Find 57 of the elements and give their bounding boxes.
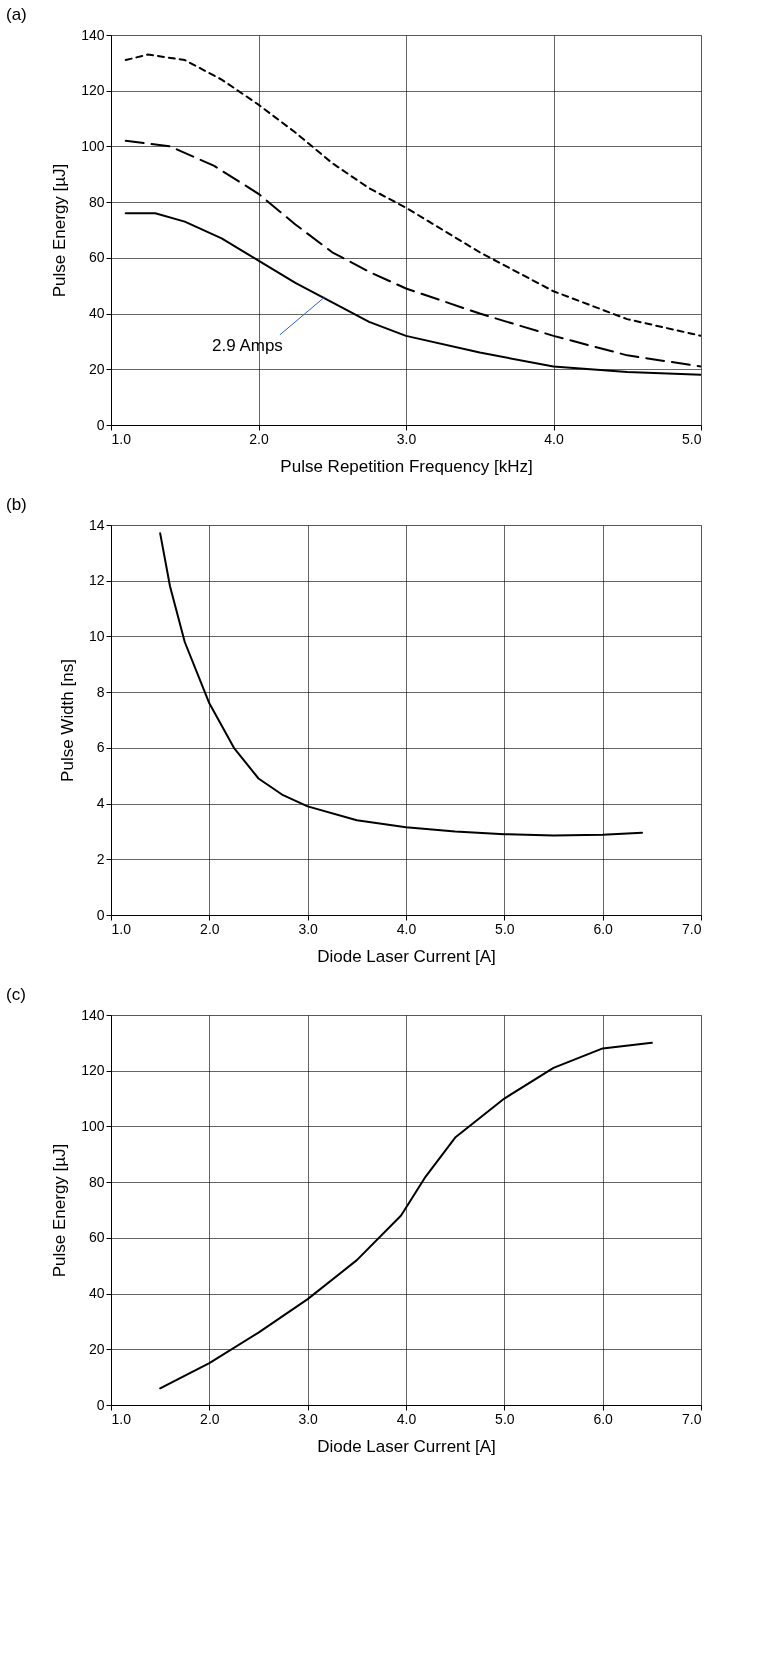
- y-tick-label: 120: [81, 1062, 105, 1079]
- y-axis-title: Pulse Width [ns]: [57, 659, 77, 782]
- x-tick-label: 7.0: [682, 1410, 702, 1427]
- x-tick-label: 2.0: [200, 1410, 220, 1427]
- x-tick-label: 4.0: [396, 1410, 417, 1427]
- y-tick-label: 140: [81, 1006, 105, 1023]
- line-series: [159, 532, 643, 837]
- x-tick-label: 2.0: [249, 430, 269, 447]
- y-tick-label: 6: [96, 739, 105, 756]
- x-tick-label: 4.0: [544, 430, 564, 447]
- y-tick-label: 60: [88, 249, 105, 266]
- y-tick-label: 0: [96, 1396, 105, 1413]
- y-tick-label: 20: [88, 360, 105, 377]
- y-axis-title: Pulse Energy [µJ]: [50, 163, 70, 298]
- chart-title: (b): [6, 495, 27, 514]
- line-series: [159, 1041, 653, 1390]
- y-axis-title: Pulse Energy [µJ]: [50, 1143, 70, 1278]
- y-tick-label: 12: [88, 572, 105, 589]
- x-tick-label: 7.0: [682, 920, 702, 937]
- y-tick-label: 80: [88, 1173, 105, 1190]
- x-tick-label: 1.0: [111, 1410, 132, 1427]
- x-tick-label: 5.0: [495, 920, 515, 937]
- x-tick-label: 1.0: [111, 920, 132, 937]
- x-tick-label: 3.0: [396, 430, 417, 447]
- chart-title: (a): [6, 5, 27, 24]
- y-tick-label: 120: [81, 82, 105, 99]
- x-axis-title: Diode Laser Current [A]: [317, 946, 496, 966]
- x-tick-label: 3.0: [298, 1410, 319, 1427]
- line-series: [124, 212, 701, 376]
- y-tick-label: 40: [88, 305, 105, 322]
- line-series: [124, 139, 701, 368]
- x-axis-title: Pulse Repetition Frequency [kHz]: [280, 456, 533, 476]
- x-tick-label: 6.0: [593, 1410, 614, 1427]
- y-tick-label: 2: [96, 850, 105, 867]
- x-tick-label: 4.0: [396, 920, 417, 937]
- x-tick-label: 5.0: [495, 1410, 515, 1427]
- y-tick-label: 40: [88, 1285, 105, 1302]
- line-series: [124, 53, 701, 337]
- x-tick-label: 6.0: [593, 920, 614, 937]
- y-tick-label: 80: [88, 193, 105, 210]
- y-tick-label: 0: [96, 416, 105, 433]
- x-axis-title: Diode Laser Current [A]: [317, 1436, 496, 1456]
- y-tick-label: 14: [88, 516, 105, 533]
- y-tick-label: 140: [81, 26, 105, 43]
- x-tick-label: 2.0: [200, 920, 220, 937]
- chart-title: (c): [6, 985, 26, 1004]
- y-tick-label: 100: [81, 1117, 105, 1134]
- x-tick-label: 1.0: [111, 430, 132, 447]
- y-tick-label: 10: [88, 627, 105, 644]
- y-tick-label: 0: [96, 906, 105, 923]
- y-tick-label: 60: [88, 1229, 105, 1246]
- y-tick-label: 20: [88, 1340, 105, 1357]
- y-tick-label: 100: [81, 137, 105, 154]
- y-tick-label: 8: [96, 683, 105, 700]
- x-tick-label: 3.0: [298, 920, 319, 937]
- x-tick-label: 5.0: [682, 430, 702, 447]
- y-tick-label: 4: [96, 795, 105, 812]
